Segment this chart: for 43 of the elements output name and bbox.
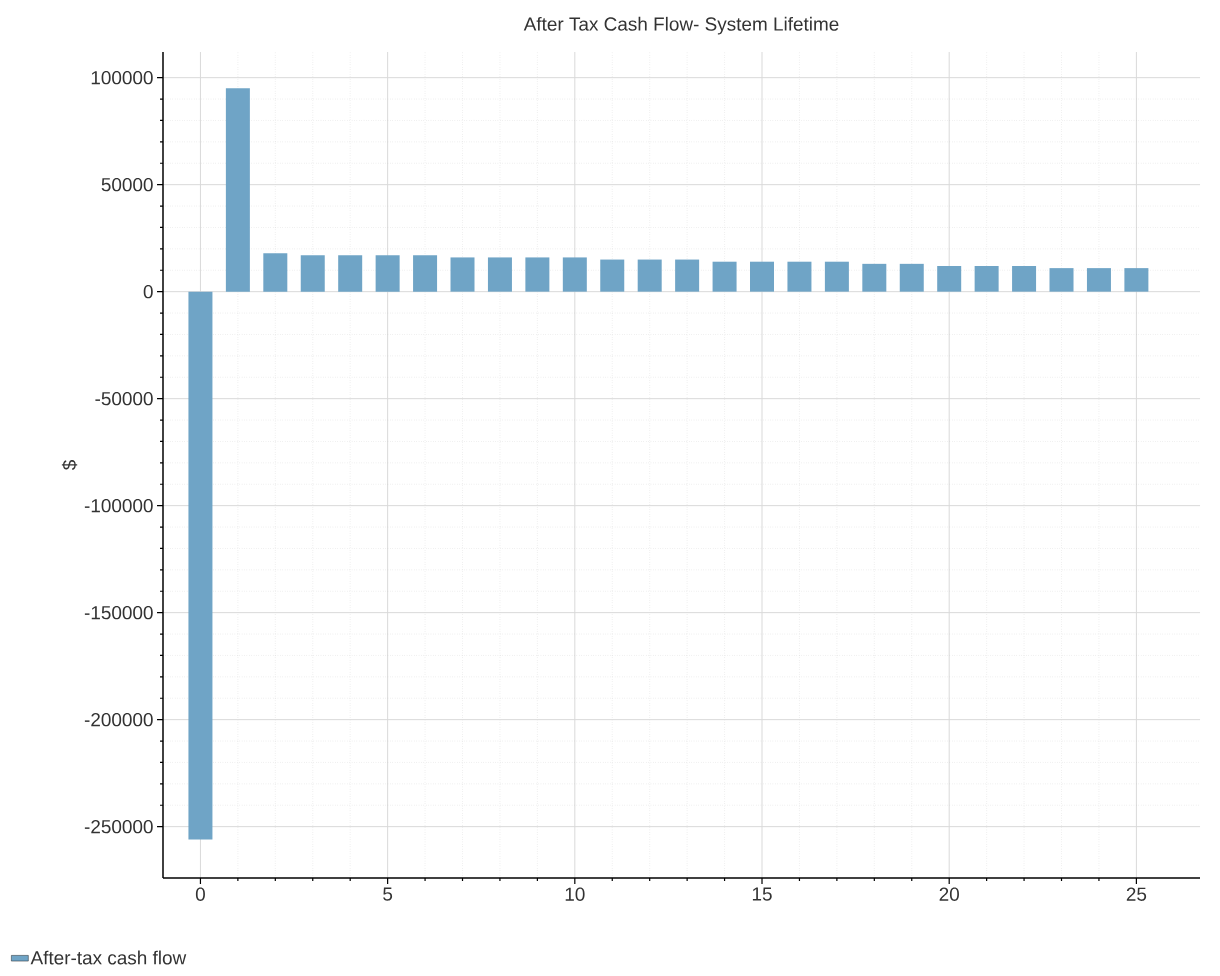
bar bbox=[1124, 268, 1149, 292]
bar bbox=[375, 255, 400, 292]
y-tick-label: -250000 bbox=[84, 819, 153, 834]
x-tick-label: 15 bbox=[752, 887, 772, 901]
bar bbox=[1086, 268, 1111, 292]
bar bbox=[1012, 265, 1037, 292]
bar bbox=[225, 88, 250, 292]
bar bbox=[413, 255, 438, 292]
y-tick-label: 100000 bbox=[91, 70, 153, 85]
y-tick-label: -100000 bbox=[84, 498, 153, 513]
x-tick-label: 5 bbox=[383, 887, 393, 901]
bar bbox=[487, 257, 512, 292]
bar bbox=[1049, 268, 1074, 292]
bar bbox=[824, 261, 849, 292]
bar bbox=[600, 259, 625, 292]
bar bbox=[450, 257, 475, 292]
legend-label: After-tax cash flow bbox=[30, 950, 187, 965]
bar bbox=[525, 257, 550, 292]
y-tick-label: -50000 bbox=[95, 391, 153, 406]
chart-title: After Tax Cash Flow- System Lifetime bbox=[523, 16, 839, 35]
y-tick-label: -200000 bbox=[84, 712, 153, 727]
bar bbox=[712, 261, 737, 292]
x-tick-label: 25 bbox=[1126, 887, 1147, 901]
bar bbox=[899, 263, 924, 292]
x-tick-label: 20 bbox=[939, 887, 959, 901]
bar bbox=[787, 261, 812, 292]
bar bbox=[637, 259, 662, 292]
bar bbox=[300, 255, 325, 292]
y-axis-title: $ bbox=[61, 460, 78, 471]
y-tick-label: -150000 bbox=[84, 605, 153, 620]
bar bbox=[862, 263, 887, 292]
y-tick-label: 50000 bbox=[101, 177, 153, 192]
bar bbox=[937, 265, 962, 292]
bar bbox=[188, 291, 213, 840]
bar bbox=[263, 253, 288, 292]
bar bbox=[974, 265, 999, 292]
bar bbox=[675, 259, 700, 292]
bar bbox=[338, 255, 363, 292]
x-tick-label: 0 bbox=[195, 887, 205, 901]
bar bbox=[562, 257, 587, 292]
x-tick-label: 10 bbox=[565, 887, 585, 901]
bar bbox=[750, 261, 775, 292]
y-tick-label: 0 bbox=[143, 284, 153, 299]
